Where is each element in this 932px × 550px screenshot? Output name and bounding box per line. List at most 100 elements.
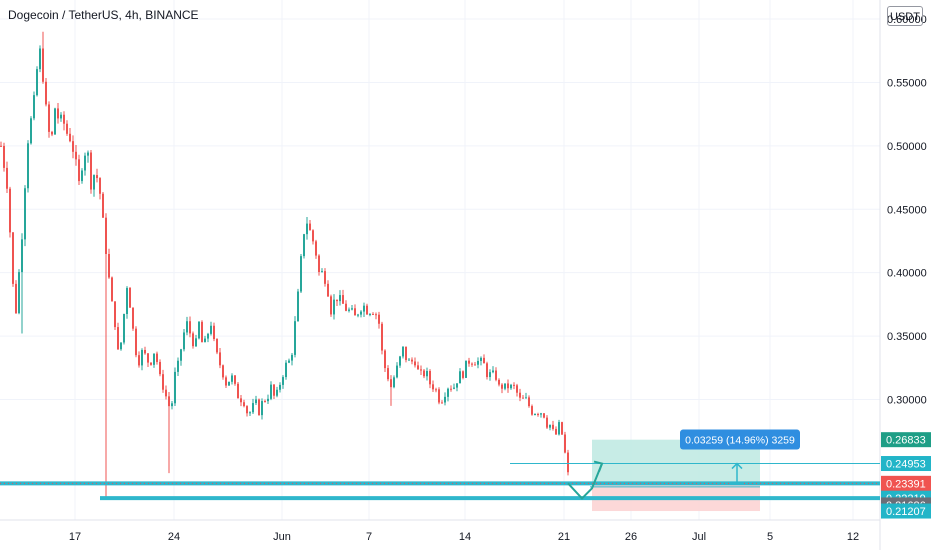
- candle-body: [429, 370, 431, 385]
- price-badge-label: 0.23391: [886, 478, 926, 490]
- candle-body: [312, 230, 314, 242]
- candle-body: [348, 309, 350, 311]
- candle-body: [171, 403, 173, 407]
- candle-body: [54, 108, 56, 135]
- candle-body: [39, 48, 41, 70]
- measure-label-box[interactable]: [680, 429, 800, 450]
- candle-body: [558, 422, 560, 435]
- candle-body: [93, 175, 95, 190]
- candle-body: [537, 414, 539, 416]
- candle-body: [72, 141, 74, 152]
- candle-body: [462, 371, 464, 378]
- candle-body: [9, 188, 11, 233]
- candle-body: [408, 359, 410, 361]
- candle-body: [177, 360, 179, 372]
- candle-body: [249, 412, 251, 414]
- candle-body: [423, 370, 425, 377]
- candle-body: [504, 383, 506, 389]
- candle-body: [555, 428, 557, 435]
- candle-body: [456, 383, 458, 388]
- y-tick-label: 0.30000: [887, 395, 927, 407]
- candle-body: [444, 396, 446, 403]
- candle-body: [210, 325, 212, 334]
- candle-body: [468, 360, 470, 364]
- candle-body: [450, 388, 452, 390]
- candle-body: [12, 232, 14, 284]
- candle-body: [21, 239, 23, 273]
- candle-body: [546, 417, 548, 428]
- candle-body: [489, 372, 491, 378]
- candle-body: [306, 223, 308, 235]
- chart-title: Dogecoin / TetherUS, 4h, BINANCE: [8, 8, 199, 22]
- candle-body: [258, 399, 260, 416]
- candle-body: [420, 369, 422, 371]
- forecast-path[interactable]: [567, 463, 603, 500]
- candle-body: [285, 362, 287, 378]
- currency-button[interactable]: USDT: [887, 6, 923, 26]
- candle-body: [234, 375, 236, 384]
- candle-body: [432, 384, 434, 390]
- candle-body: [99, 178, 101, 194]
- candle-body: [396, 365, 398, 378]
- candle-body: [525, 397, 527, 399]
- candle-body: [465, 360, 467, 378]
- candle-body: [552, 424, 554, 429]
- candle-body: [120, 342, 122, 350]
- candle-body: [96, 175, 98, 179]
- price-badge: [881, 456, 931, 472]
- candle-body: [213, 325, 215, 340]
- candle-body: [453, 387, 455, 389]
- candle-body: [189, 321, 191, 334]
- candle-body: [87, 152, 89, 156]
- candle-body: [42, 48, 44, 82]
- candle-body: [201, 321, 203, 343]
- candle-body: [483, 357, 485, 364]
- candle-body: [459, 371, 461, 384]
- candle-body: [123, 314, 125, 343]
- candle-body: [417, 365, 419, 370]
- candle-body: [378, 314, 380, 324]
- candle-body: [426, 370, 428, 377]
- candle-body: [144, 349, 146, 354]
- price-badge-label: 0.26833: [886, 435, 926, 447]
- candle-body: [387, 368, 389, 380]
- candle-body: [90, 152, 92, 190]
- candle-body: [30, 118, 32, 144]
- candle-body: [321, 271, 323, 273]
- candle-body: [192, 333, 194, 347]
- candle-body: [24, 188, 26, 240]
- candle-body: [264, 401, 266, 403]
- candle-body: [36, 69, 38, 96]
- candle-body: [333, 299, 335, 315]
- candle-body: [261, 401, 263, 416]
- candle-body: [27, 143, 29, 189]
- candle-body: [33, 95, 35, 119]
- candle-body: [303, 234, 305, 257]
- x-tick-label: 26: [625, 531, 637, 543]
- candle-body: [108, 254, 110, 278]
- candle-body: [162, 374, 164, 390]
- candle-body: [567, 452, 569, 473]
- candle-body: [78, 159, 80, 182]
- candle-body: [105, 217, 107, 255]
- candle-body: [102, 193, 104, 218]
- price-badge: [881, 503, 931, 519]
- candle-body: [336, 299, 338, 302]
- candle-body: [360, 311, 362, 315]
- candle-body: [381, 323, 383, 351]
- candle-body: [207, 333, 209, 339]
- candle-body: [549, 424, 551, 428]
- candle-body: [174, 371, 176, 404]
- candle-body: [246, 406, 248, 414]
- candle-body: [366, 305, 368, 315]
- candle-body: [243, 402, 245, 407]
- y-tick-label: 0.45000: [887, 204, 927, 216]
- candle-body: [282, 377, 284, 385]
- candle-body: [516, 385, 518, 393]
- candle-body: [270, 384, 272, 399]
- candle-body: [501, 384, 503, 389]
- x-tick-label: 12: [847, 531, 859, 543]
- candle-body: [339, 295, 341, 302]
- candle-body: [528, 397, 530, 407]
